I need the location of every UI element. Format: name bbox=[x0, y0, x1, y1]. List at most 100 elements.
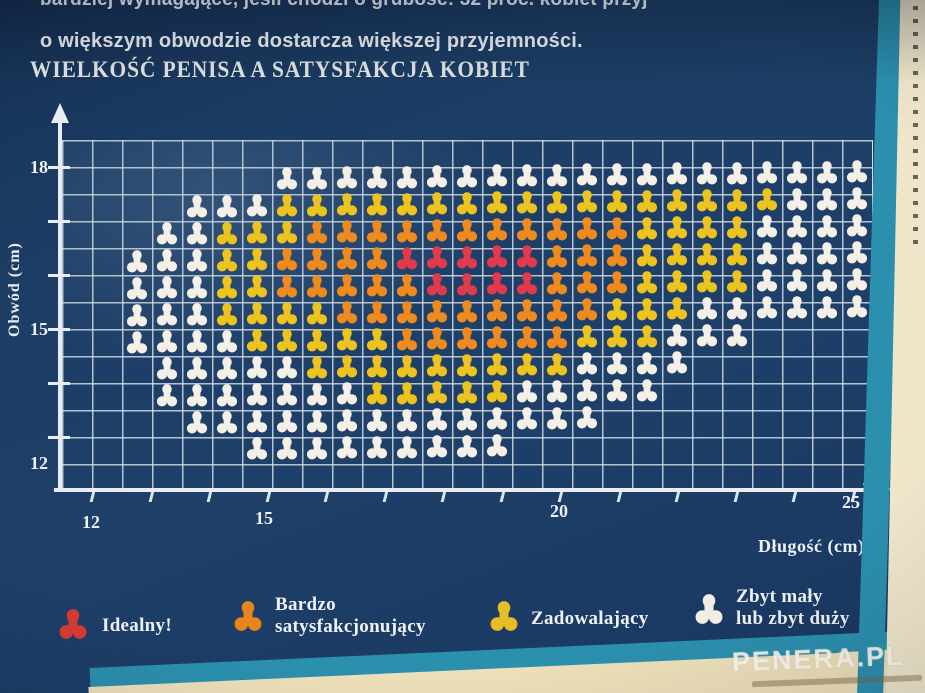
pictogram-icon bbox=[695, 161, 719, 185]
penis-icon-yellow bbox=[488, 597, 520, 634]
pictogram-icon bbox=[755, 214, 779, 238]
pictogram-icon bbox=[185, 383, 209, 407]
pictogram-icon bbox=[395, 219, 419, 243]
y-axis-title: Obwód (cm) bbox=[6, 242, 23, 338]
pictogram-icon bbox=[365, 327, 389, 351]
pictogram-icon bbox=[455, 245, 479, 269]
pictogram-icon bbox=[185, 356, 209, 380]
pictogram-icon bbox=[185, 221, 209, 245]
pictogram-icon bbox=[755, 241, 779, 265]
pictogram-icon bbox=[185, 248, 209, 272]
pictogram-icon bbox=[515, 406, 539, 430]
pictogram-icon bbox=[215, 248, 239, 272]
pictogram-icon bbox=[365, 435, 389, 459]
pictogram-icon bbox=[485, 298, 509, 322]
pictogram-icon bbox=[245, 382, 269, 406]
x-tick-label-20: 20 bbox=[550, 501, 568, 521]
pictogram-icon bbox=[275, 301, 299, 325]
pictogram-icon bbox=[365, 354, 389, 378]
pictogram-icon bbox=[545, 163, 569, 187]
pictogram-icon bbox=[335, 354, 359, 378]
y-tick-label-15: 15 bbox=[30, 319, 48, 339]
y-axis-tick bbox=[48, 435, 70, 439]
pictogram-icon bbox=[605, 378, 629, 402]
pictogram-icon bbox=[335, 246, 359, 270]
pictogram-icon bbox=[605, 216, 629, 240]
pictogram-icon bbox=[485, 271, 509, 295]
pictogram-icon bbox=[365, 192, 389, 216]
pictogram-icon bbox=[665, 350, 689, 374]
x-tick-label-12: 12 bbox=[82, 512, 100, 532]
x-axis-tick bbox=[382, 491, 388, 502]
y-axis-tick bbox=[48, 327, 70, 331]
x-axis-tick bbox=[733, 491, 739, 502]
pictogram-icon bbox=[245, 436, 269, 460]
pictogram-icon bbox=[635, 351, 659, 375]
pictogram-icon bbox=[605, 270, 629, 294]
pictogram-icon bbox=[845, 186, 869, 210]
penis-icon-red bbox=[57, 605, 89, 642]
pictogram-icon bbox=[365, 300, 389, 324]
intro-text-line2: o większym obwodzie dostarcza większej p… bbox=[40, 30, 583, 52]
pictogram-icon bbox=[335, 435, 359, 459]
x-axis-tick bbox=[206, 491, 213, 502]
pictogram-icon bbox=[455, 434, 479, 458]
legend-label-too-small-line1: Zbyt mały bbox=[736, 586, 823, 607]
pictogram-icon bbox=[575, 297, 599, 321]
pictogram-icon bbox=[695, 269, 719, 293]
pictogram-icon bbox=[755, 268, 779, 292]
pictogram-icon bbox=[635, 297, 659, 321]
pictogram-icon bbox=[695, 215, 719, 239]
pictogram-icon bbox=[515, 244, 539, 268]
pictogram-icon bbox=[665, 215, 689, 239]
pictogram-icon bbox=[845, 240, 869, 264]
pictogram-icon bbox=[635, 162, 659, 186]
pictogram-icon bbox=[425, 407, 449, 431]
pictogram-icon bbox=[755, 295, 779, 319]
pictogram-icon bbox=[155, 221, 179, 245]
pictogram-icon bbox=[395, 273, 419, 297]
intro-text-line1: bardziej wymagające, jeśli chodzi o grub… bbox=[40, 0, 648, 11]
pictogram-icon bbox=[815, 160, 839, 184]
pictogram-icon bbox=[545, 217, 569, 241]
pictogram-icon bbox=[425, 299, 449, 323]
pictogram-icon bbox=[485, 379, 509, 403]
pictogram-icon bbox=[425, 191, 449, 215]
pictogram-icon bbox=[425, 326, 449, 350]
pictogram-icon bbox=[185, 275, 209, 299]
pictogram-icon bbox=[365, 165, 389, 189]
pictogram-icon bbox=[515, 352, 539, 376]
pictogram-icon bbox=[815, 295, 839, 319]
pictogram-icon bbox=[395, 246, 419, 270]
pictogram-icon bbox=[515, 325, 539, 349]
x-tick-label-15: 15 bbox=[255, 508, 273, 528]
pictogram-icon bbox=[245, 247, 269, 271]
pictogram-icon bbox=[305, 328, 329, 352]
pictogram-icon bbox=[665, 242, 689, 266]
y-tick-label-12: 12 bbox=[30, 453, 48, 473]
pictogram-icon bbox=[665, 323, 689, 347]
pictogram-icon bbox=[485, 163, 509, 187]
x-axis-tick bbox=[323, 491, 330, 502]
pictogram-icon bbox=[245, 220, 269, 244]
pictogram-icon bbox=[785, 214, 809, 238]
pictogram-icon bbox=[665, 269, 689, 293]
pictogram-icon bbox=[785, 268, 809, 292]
pictogram-icon bbox=[545, 352, 569, 376]
pictogram-icon bbox=[545, 325, 569, 349]
pictogram-icon bbox=[845, 294, 869, 318]
pictogram-icon bbox=[335, 165, 359, 189]
pictogram-icon bbox=[455, 191, 479, 215]
pictogram-icon bbox=[125, 330, 149, 354]
penis-icon-white bbox=[693, 590, 725, 627]
pictogram-icon bbox=[275, 382, 299, 406]
pictogram-icon bbox=[395, 192, 419, 216]
pictogram-icon bbox=[305, 355, 329, 379]
pictogram-icon bbox=[485, 352, 509, 376]
pictogram-icon bbox=[155, 356, 179, 380]
pictogram-icon bbox=[845, 267, 869, 291]
pictogram-icon bbox=[635, 324, 659, 348]
pictogram-icon bbox=[575, 216, 599, 240]
pictogram-icon bbox=[155, 383, 179, 407]
y-axis-tick bbox=[48, 219, 70, 223]
